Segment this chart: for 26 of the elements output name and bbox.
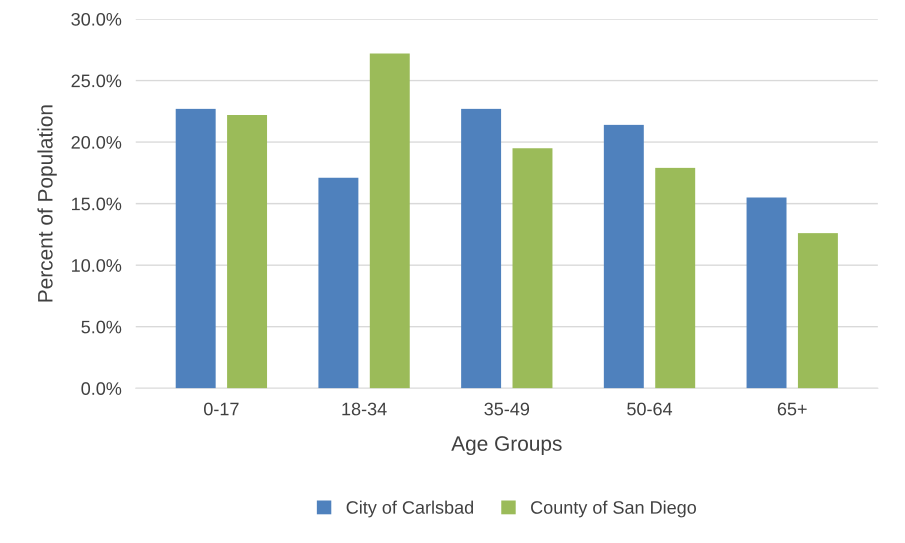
bar bbox=[227, 115, 268, 388]
x-tick-label: 50-64 bbox=[627, 402, 672, 416]
y-tick-label: 5.0% bbox=[81, 320, 122, 334]
y-tick-label: 0.0% bbox=[81, 382, 122, 395]
y-axis-title: Percent of Population bbox=[37, 105, 57, 302]
legend-label: County of San Diego bbox=[531, 500, 696, 518]
y-tick-label: 25.0% bbox=[72, 74, 122, 88]
bar bbox=[176, 108, 216, 388]
bar bbox=[746, 197, 787, 388]
x-axis-title: Age Groups bbox=[451, 436, 562, 456]
bar bbox=[461, 108, 502, 388]
y-tick-label: 10.0% bbox=[72, 259, 122, 272]
y-tick-label: 20.0% bbox=[72, 136, 122, 149]
x-tick-label: 18-34 bbox=[342, 402, 387, 416]
legend-label: City of Carlsbad bbox=[346, 500, 474, 518]
bar bbox=[318, 178, 358, 388]
bar bbox=[370, 53, 410, 388]
x-tick-label: 65+ bbox=[778, 402, 807, 416]
bar bbox=[798, 233, 838, 388]
y-tick-label: 15.0% bbox=[72, 198, 122, 210]
bar bbox=[604, 124, 644, 388]
bar bbox=[512, 148, 552, 388]
y-tick-label: 30.0% bbox=[71, 12, 122, 26]
x-tick-label: 0-17 bbox=[204, 402, 239, 416]
x-tick-label: 35-49 bbox=[484, 402, 530, 416]
bar bbox=[655, 168, 696, 388]
